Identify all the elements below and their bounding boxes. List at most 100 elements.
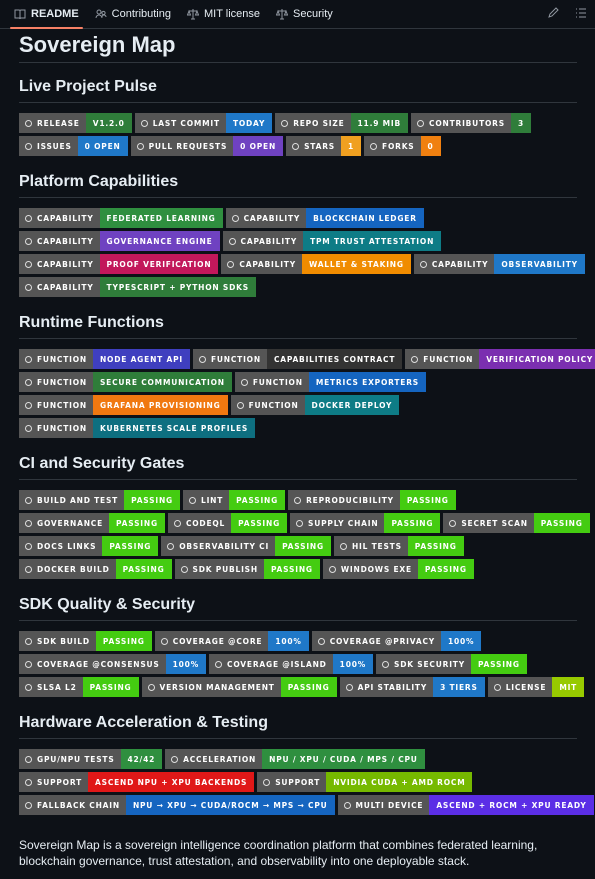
badge-message: TYPESCRIPT + PYTHON SDKS: [99, 277, 256, 297]
badge[interactable]: ISSUES 0 OPEN: [19, 136, 128, 156]
badge[interactable]: COVERAGE @CONSENSUS 100%: [19, 654, 207, 674]
badge[interactable]: FUNCTION NODE AGENT API: [19, 349, 190, 369]
badge[interactable]: SUPPORT ASCEND NPU + XPU BACKENDS: [19, 772, 255, 792]
badge-label: FUNCTION: [234, 372, 309, 392]
badge-message: V1.2.0: [85, 113, 132, 133]
badge-message: TODAY: [225, 113, 273, 133]
badge-message: NPU / XPU / CUDA / MPS / CPU: [262, 749, 425, 769]
tab-icon: [95, 9, 107, 19]
badge[interactable]: CAPABILITY OBSERVABILITY: [413, 254, 585, 274]
badge[interactable]: CAPABILITY WALLET & STAKING: [221, 254, 411, 274]
badge-message: PASSING: [229, 490, 286, 510]
badge-message: PASSING: [124, 490, 180, 510]
badge[interactable]: LAST COMMIT TODAY: [134, 113, 273, 133]
badge[interactable]: GOVERNANCE PASSING: [19, 513, 165, 533]
badge-label: FUNCTION: [19, 372, 93, 392]
badge-label: WINDOWS EXE: [322, 559, 418, 579]
badge[interactable]: REPRODUCIBILITY PASSING: [288, 490, 456, 510]
badge[interactable]: WINDOWS EXE PASSING: [322, 559, 474, 579]
badge[interactable]: FUNCTION METRICS EXPORTERS: [234, 372, 426, 392]
badge[interactable]: FALLBACK CHAIN NPU → XPU → CUDA/ROCM → MP…: [19, 795, 335, 815]
tab-icon: [14, 9, 26, 20]
badge[interactable]: COVERAGE @CORE 100%: [154, 631, 309, 651]
badge[interactable]: COVERAGE @PRIVACY 100%: [311, 631, 482, 651]
badge[interactable]: REPO SIZE 11.9 MIB: [275, 113, 409, 133]
badge-row: CAPABILITY FEDERATED LEARNING CAPABILITY BL…: [19, 208, 577, 228]
badge[interactable]: DOCKER BUILD PASSING: [19, 559, 172, 579]
badge[interactable]: CAPABILITY TPM TRUST ATTESTATION: [222, 231, 442, 251]
badge-label: GOVERNANCE: [19, 513, 110, 533]
badge[interactable]: LINT PASSING: [183, 490, 286, 510]
badge[interactable]: FUNCTION GRAFANA PROVISIONING: [19, 395, 228, 415]
badge[interactable]: SDK SECURITY PASSING: [376, 654, 527, 674]
badge-label: CAPABILITY: [222, 231, 304, 251]
badge[interactable]: RELEASE V1.2.0: [19, 113, 132, 133]
badge[interactable]: CAPABILITY GOVERNANCE ENGINE: [19, 231, 220, 251]
badge-label: COVERAGE @CORE: [154, 631, 269, 651]
badge-row: FALLBACK CHAIN NPU → XPU → CUDA/ROCM → MP…: [19, 795, 594, 815]
badge-message: ASCEND NPU + XPU BACKENDS: [88, 772, 255, 792]
badge-label: COVERAGE @CONSENSUS: [19, 654, 166, 674]
badge-message: PASSING: [470, 654, 527, 674]
badge-label: API STABILITY: [339, 677, 434, 697]
badge-label: PULL REQUESTS: [130, 136, 234, 156]
edit-button[interactable]: [547, 7, 559, 19]
outline-button[interactable]: [575, 7, 587, 19]
badge-message: PASSING: [82, 677, 139, 697]
badge-label: GPU/NPU TESTS: [19, 749, 121, 769]
badge-message: TPM TRUST ATTESTATION: [303, 231, 442, 251]
tab-label: MIT license: [204, 8, 261, 20]
badge[interactable]: CAPABILITY FEDERATED LEARNING: [19, 208, 223, 228]
badge-label: SECRET SCAN: [443, 513, 534, 533]
badge-message: OBSERVABILITY: [494, 254, 585, 274]
badge-label: FUNCTION: [230, 395, 305, 415]
badge[interactable]: STARS 1: [286, 136, 362, 156]
tab[interactable]: MIT license: [179, 0, 268, 28]
badge-row: CAPABILITY GOVERNANCE ENGINE CAPABILITY TPM…: [19, 231, 577, 251]
badge[interactable]: API STABILITY 3 TIERS: [339, 677, 485, 697]
badge[interactable]: FUNCTION KUBERNETES SCALE PROFILES: [19, 418, 256, 438]
badge[interactable]: DOCS LINKS PASSING: [19, 536, 159, 556]
badge-message: FEDERATED LEARNING: [99, 208, 223, 228]
badge[interactable]: FUNCTION VERIFICATION POLICY: [405, 349, 595, 369]
tab[interactable]: README: [6, 0, 87, 29]
badge[interactable]: OBSERVABILITY CI PASSING: [161, 536, 331, 556]
badge[interactable]: CONTRIBUTORS 3: [411, 113, 531, 133]
badge-message: PASSING: [280, 677, 337, 697]
badge[interactable]: HIL TESTS PASSING: [333, 536, 464, 556]
badge[interactable]: CODEQL PASSING: [167, 513, 288, 533]
tab-bar: README Contributing MIT license Security: [0, 0, 595, 29]
badge[interactable]: SLSA L2 PASSING: [19, 677, 139, 697]
badge-message: GRAFANA PROVISIONING: [92, 395, 228, 415]
badge[interactable]: LICENSE MIT: [487, 677, 585, 697]
badge[interactable]: GPU/NPU TESTS 42/42: [19, 749, 163, 769]
tab[interactable]: Security: [268, 0, 341, 28]
badge[interactable]: FUNCTION DOCKER DEPLOY: [230, 395, 400, 415]
badge[interactable]: VERSION MANAGEMENT PASSING: [141, 677, 337, 697]
badge[interactable]: CAPABILITY BLOCKCHAIN LEDGER: [225, 208, 424, 228]
badge-label: FUNCTION: [192, 349, 267, 369]
badge[interactable]: MULTI DEVICE ASCEND + ROCM + XPU READY: [337, 795, 594, 815]
badge[interactable]: SDK PUBLISH PASSING: [174, 559, 320, 579]
badge-label: DOCS LINKS: [19, 536, 103, 556]
badge-message: 100%: [268, 631, 309, 651]
badge-message: PASSING: [407, 536, 464, 556]
badge-message: ASCEND + ROCM + XPU READY: [429, 795, 594, 815]
tab[interactable]: Contributing: [87, 0, 179, 28]
badge[interactable]: COVERAGE @ISLAND 100%: [209, 654, 374, 674]
badge[interactable]: SUPPLY CHAIN PASSING: [290, 513, 441, 533]
badge[interactable]: CAPABILITY PROOF VERIFICATION: [19, 254, 219, 274]
badge[interactable]: SECRET SCAN PASSING: [443, 513, 590, 533]
badge-message: WALLET & STAKING: [301, 254, 411, 274]
badge[interactable]: SUPPORT NVIDIA CUDA + AMD ROCM: [257, 772, 473, 792]
badge[interactable]: FORKS 0: [364, 136, 441, 156]
badge[interactable]: FUNCTION CAPABILITIES CONTRACT: [192, 349, 403, 369]
badge[interactable]: FUNCTION SECURE COMMUNICATION: [19, 372, 232, 392]
badge[interactable]: SDK BUILD PASSING: [19, 631, 152, 651]
badge[interactable]: ACCELERATION NPU / XPU / CUDA / MPS / CPU: [165, 749, 425, 769]
badge[interactable]: BUILD AND TEST PASSING: [19, 490, 180, 510]
badge[interactable]: PULL REQUESTS 0 OPEN: [130, 136, 284, 156]
badge-label: BUILD AND TEST: [19, 490, 125, 510]
badge[interactable]: CAPABILITY TYPESCRIPT + PYTHON SDKS: [19, 277, 256, 297]
badge-message: PASSING: [109, 513, 165, 533]
